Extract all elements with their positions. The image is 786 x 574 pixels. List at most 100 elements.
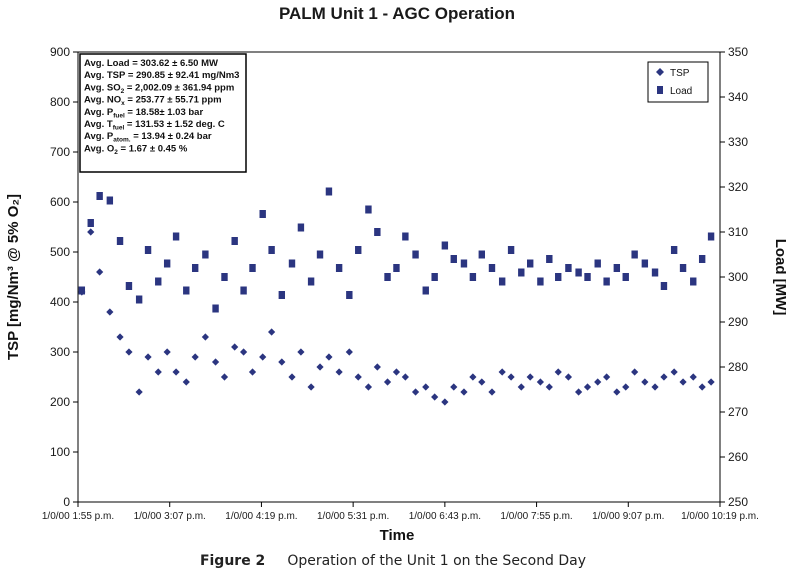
load-point [212, 304, 219, 313]
stats-line: Avg. Pfuel = 18.58± 1.03 bar [84, 107, 203, 120]
left-tick-label: 400 [50, 295, 70, 309]
tsp-point [422, 383, 430, 391]
tsp-point [220, 373, 229, 381]
x-tick-label: 1/0/00 1:55 p.m. [42, 511, 114, 522]
x-axis: 1/0/00 1:55 p.m. 1/0/00 3:07 p.m. 1/0/00 4… [42, 502, 759, 522]
tsp-point [431, 393, 439, 401]
tsp-point [536, 378, 544, 386]
load-point [106, 196, 114, 205]
load-point [431, 273, 438, 281]
right-tick-label: 270 [728, 405, 748, 419]
left-tick-label: 800 [50, 95, 70, 109]
tsp-point [679, 378, 687, 386]
right-tick-label: 350 [728, 45, 748, 59]
tsp-point [564, 373, 573, 381]
load-point [249, 264, 256, 272]
stats-line: Avg. Tfuel = 131.53 ± 1.52 deg. C [84, 119, 225, 132]
tsp-point [307, 383, 315, 391]
load-point [116, 237, 124, 245]
tsp-point [297, 348, 305, 356]
right-tick-label: 330 [728, 135, 748, 149]
legend-box [647, 61, 709, 103]
tsp-point [622, 383, 630, 391]
tsp-point [163, 348, 171, 356]
stats-line: Avg. Load = 303.62 ± 6.50 MW [84, 58, 218, 69]
load-point [527, 259, 534, 268]
left-tick-label: 200 [50, 395, 70, 409]
load-point [450, 255, 457, 263]
tsp-point [411, 388, 420, 396]
tsp-point [211, 358, 220, 366]
load-point [268, 246, 275, 254]
load-point [87, 219, 94, 227]
right-tick-label: 340 [728, 90, 748, 104]
x-tick-label: 1/0/00 4:19 p.m. [225, 511, 297, 522]
tsp-point [335, 368, 343, 376]
stats-box [79, 53, 247, 173]
left-tick-label: 300 [50, 345, 70, 359]
x-tick-label: 1/0/00 6:43 p.m. [409, 511, 481, 522]
tsp-point [392, 368, 401, 376]
load-point [478, 250, 485, 259]
load-point [651, 268, 659, 277]
load-point [355, 246, 362, 254]
tsp-point [488, 388, 496, 396]
load-point [412, 250, 419, 259]
tsp-point [172, 368, 180, 376]
left-tick-label: 0 [63, 495, 70, 509]
tsp-point [594, 378, 602, 386]
load-point [537, 277, 544, 286]
load-point [155, 277, 162, 286]
load-point [584, 273, 591, 281]
load-point [641, 259, 649, 268]
right-tick-label: 320 [728, 180, 748, 194]
tsp-point [641, 378, 649, 386]
tsp-point [507, 373, 515, 381]
load-point [670, 246, 678, 254]
tsp-point [201, 333, 209, 341]
tsp-point [354, 373, 362, 381]
tsp-point [660, 373, 668, 381]
tsp-point [231, 343, 239, 351]
load-point [441, 241, 449, 250]
load-point [660, 282, 668, 290]
tsp-point [517, 383, 525, 391]
tsp-point [670, 368, 678, 376]
tsp-point [182, 378, 190, 386]
stats-line: Avg. O2 = 1.67 ± 0.45 % [84, 143, 188, 156]
load-point [393, 264, 400, 272]
x-axis-label: Time [380, 527, 415, 544]
load-point [546, 255, 553, 263]
tsp-point [316, 363, 324, 371]
load-point [202, 250, 209, 259]
tsp-point [603, 373, 611, 381]
load-point [183, 286, 190, 295]
load-point [125, 282, 133, 290]
figure-caption: Figure 2 Operation of the Unit 1 on the S… [0, 553, 786, 569]
tsp-point [248, 368, 257, 376]
tsp-series [78, 228, 715, 406]
left-tick-label: 100 [50, 445, 70, 459]
figure-label: Figure 2 [199, 553, 266, 569]
tsp-point [554, 368, 562, 376]
load-point [594, 259, 601, 268]
left-axis: 0 100 200 300 400 500 600 700 800 900 [50, 45, 78, 509]
stats-line: Avg. TSP = 290.85 ± 92.41 mg/Nm3 [84, 70, 239, 81]
tsp-point [364, 383, 373, 391]
tsp-point [239, 348, 248, 356]
figure-text: Operation of the Unit 1 on the Second Da… [287, 553, 587, 569]
tsp-point [288, 373, 296, 381]
tsp-point [135, 388, 143, 396]
load-point [555, 273, 562, 281]
tsp-point [345, 348, 353, 356]
stats-line: Avg. NOx = 253.77 ± 55.71 ppm [84, 95, 222, 108]
tsp-point [545, 383, 553, 391]
tsp-point [689, 373, 697, 381]
x-tick-label: 1/0/00 5:31 p.m. [317, 511, 389, 522]
load-point [335, 264, 343, 272]
load-point [679, 264, 687, 272]
load-point [575, 268, 582, 277]
tsp-point [441, 398, 449, 406]
